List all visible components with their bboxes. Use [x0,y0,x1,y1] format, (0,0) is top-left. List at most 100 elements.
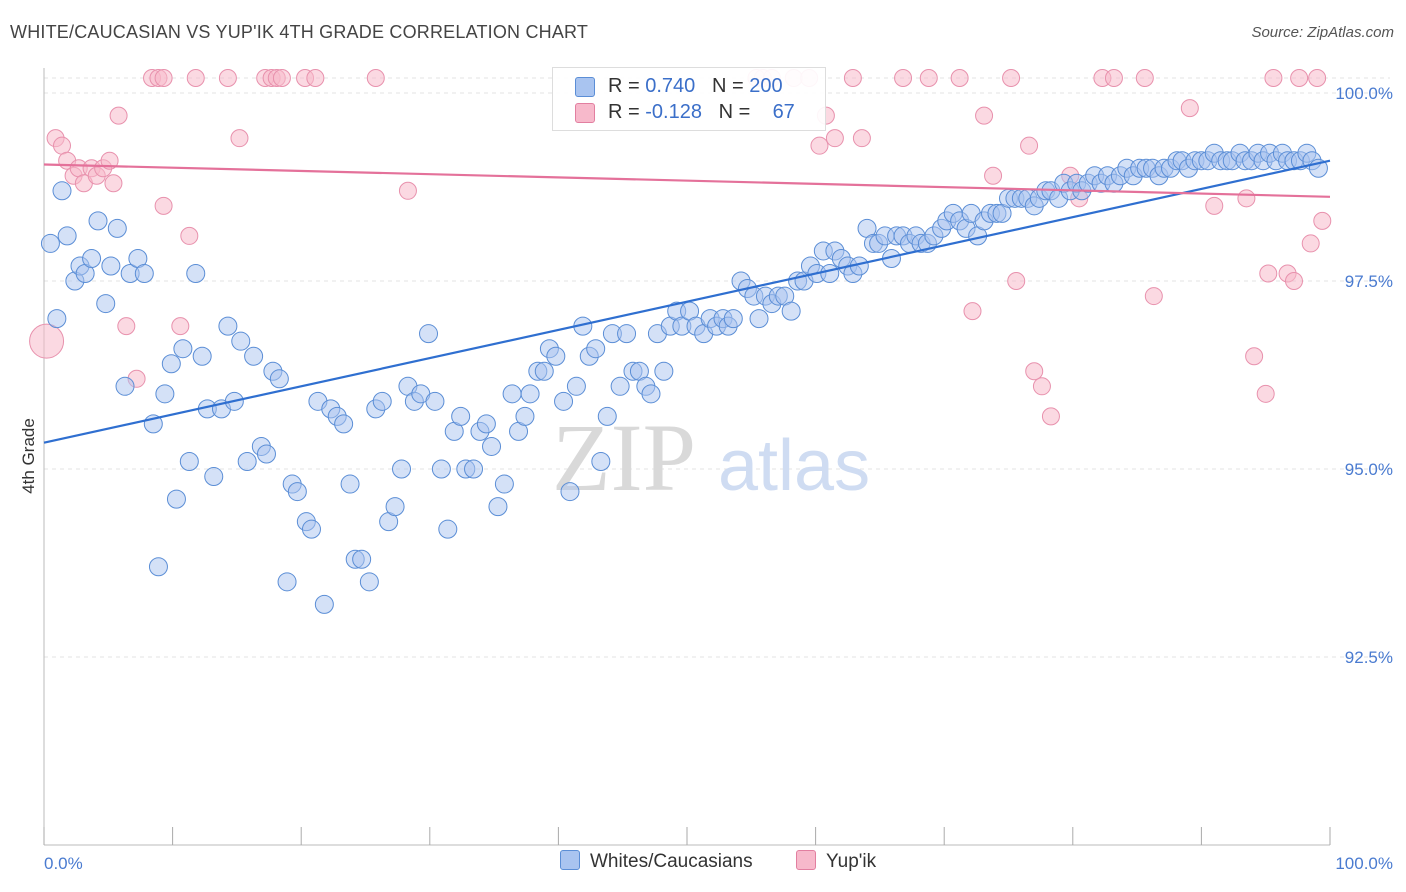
y-tick-label: 97.5% [1345,272,1393,291]
whites-point [431,459,451,479]
legend-label-whites: Whites/Caucasians [590,851,753,872]
yupik-point [180,226,199,245]
yupik-point [963,302,982,321]
yupik-point [1144,287,1163,306]
whites-point [617,324,637,344]
whites-point [277,572,297,592]
whites-point [385,497,405,517]
whites-point [134,264,154,284]
whites-point [155,384,175,404]
whites-point [482,436,502,456]
whites-point [820,264,840,284]
whites-point [287,482,307,502]
yupik-swatch [575,103,595,123]
whites-point [47,309,67,329]
yupik-point [1104,69,1123,87]
whites-point [57,226,77,246]
whites-point [560,482,580,502]
whites-point [488,497,508,517]
whites-point [372,391,392,411]
whites-point [425,391,445,411]
whites-point [566,376,586,396]
axis-labels: 92.5% 95.0% 97.5% 100.0% 0.0% 100.0% 4th Grade [19,84,1393,873]
yupik-point [171,317,190,336]
whites-point [515,406,535,426]
axes [43,68,1331,846]
whites-point [340,474,360,494]
yupik-point [1245,347,1264,366]
whites-point [218,316,238,336]
watermark: ZIP atlas [552,404,870,511]
whites-point [192,346,212,366]
whites-point [534,361,554,381]
yupik-point [825,129,844,148]
whites-point [82,248,102,268]
whites-point [166,489,186,509]
whites-point [723,309,743,329]
whites-point [107,218,127,238]
whites-point [244,346,264,366]
whites-point [314,594,334,614]
yupik-point [852,129,871,148]
whites-point [179,452,199,471]
whites-point [115,376,135,396]
legend-item-yupik[interactable]: Yup'ik [796,850,876,873]
whites-point [781,301,801,321]
yupik-point [1237,189,1256,208]
x-tick-label-min: 0.0% [44,854,83,873]
series-whites-points [40,143,1328,614]
whites-point [502,384,522,404]
whites-point [520,384,540,404]
whites-point [173,339,193,359]
yupik-point [366,69,385,87]
chart-title: WHITE/CAUCASIAN VS YUP'IK 4TH GRADE CORR… [10,22,589,42]
whites-point [40,233,60,253]
yupik-point [1284,272,1303,291]
whites-point [352,549,372,569]
whites-point [749,309,769,329]
yupik-point [1205,196,1224,215]
y-tick-label: 100.0% [1335,84,1393,103]
yupik-point [950,69,969,87]
yupik-point [919,69,938,87]
yupik-point [984,166,1003,185]
yupik-point [1259,264,1278,283]
yupik-point [186,69,205,87]
legend-item-whites[interactable]: Whites/Caucasians [560,850,753,873]
yupik-legend-swatch [796,850,816,870]
yupik-point [1135,69,1154,87]
whites-point [451,406,471,426]
whites-point [204,467,224,487]
whites-point [610,376,630,396]
yupik-point [843,69,862,87]
yupik-point [218,69,237,87]
y-tick-label: 92.5% [1345,648,1393,667]
n-label: N = [718,101,756,123]
whites-point [269,369,289,389]
whites-point [591,452,611,471]
whites-point [256,444,276,464]
whites-point [586,339,606,359]
yupik-point [1025,362,1044,381]
yupik-point [104,174,123,193]
yupik-point [1256,384,1275,403]
yupik-point [1264,69,1283,87]
yupik-point [810,136,829,155]
yupik-point [29,323,65,359]
yupik-point [1041,407,1060,426]
whites-point [148,557,168,577]
yupik-point [1308,69,1327,87]
whites-point [359,572,379,592]
whites-point [231,331,251,351]
whites-point [334,414,354,434]
yupik-point [109,106,128,125]
stats-legend: R = 0.740 N = 200 R = -0.128 N = 67 [552,67,826,131]
x-tick-label-max: 100.0% [1335,854,1393,873]
whites-point [88,211,108,231]
n-label: N = [711,75,750,97]
whites-point [237,452,257,471]
whites-point [464,459,484,479]
watermark-atlas: atlas [718,426,870,506]
yupik-point [230,129,249,148]
